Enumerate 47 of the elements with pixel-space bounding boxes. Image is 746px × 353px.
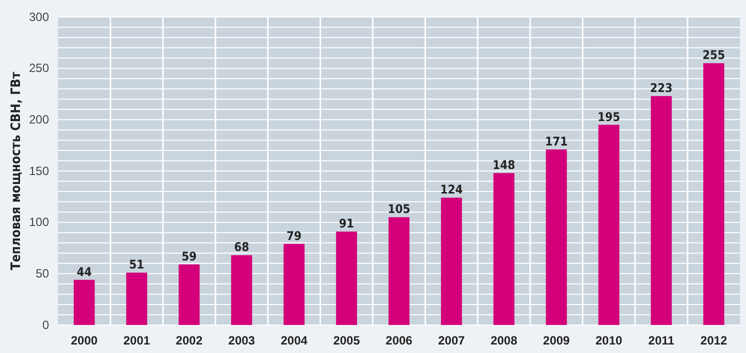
bar (231, 255, 252, 325)
x-tick-label: 2004 (280, 334, 308, 348)
y-tick-label: 200 (28, 112, 50, 127)
y-tick-label: 250 (28, 61, 50, 76)
bar (650, 96, 672, 325)
data-label: 255 (702, 48, 726, 62)
data-label: 148 (492, 158, 516, 172)
x-tick-label: 2012 (700, 334, 728, 348)
x-tick-label: 2009 (543, 334, 570, 348)
bar (74, 280, 95, 325)
bar (284, 244, 305, 325)
y-tick-label: 150 (28, 164, 50, 178)
bar (178, 264, 200, 325)
x-tick-label: 2006 (386, 334, 413, 348)
data-label: 171 (545, 134, 568, 148)
x-tick-label: 2002 (176, 334, 203, 348)
data-label: 91 (339, 216, 354, 231)
x-tick-label: 2007 (438, 334, 466, 348)
data-label: 44 (76, 264, 92, 279)
x-tick-label: 2010 (595, 334, 623, 348)
bar (440, 198, 462, 325)
data-label: 68 (234, 240, 250, 254)
y-tick-label: 300 (28, 10, 50, 24)
x-tick-label: 2008 (490, 334, 518, 348)
data-label: 124 (440, 182, 464, 197)
y-tick-label: 100 (28, 215, 50, 230)
data-label: 79 (286, 228, 302, 243)
data-label: 105 (388, 202, 410, 216)
bar (336, 232, 358, 325)
y-tick-label: 0 (42, 318, 50, 332)
x-tick-label: 2001 (123, 334, 150, 348)
data-label: 195 (598, 110, 620, 124)
bar (388, 217, 410, 325)
x-tick-label: 2003 (228, 334, 256, 348)
data-label: 59 (182, 249, 197, 264)
bar (598, 124, 620, 325)
bar (703, 63, 724, 325)
y-axis-title: Тепловая мощность СВН, ГВт (9, 72, 24, 270)
y-tick-label: 50 (36, 266, 50, 281)
bar (126, 272, 148, 325)
bar (493, 173, 514, 325)
data-label: 223 (650, 81, 673, 96)
x-tick-label: 2011 (648, 334, 675, 348)
x-tick-label: 2005 (333, 334, 360, 348)
data-label: 51 (129, 258, 144, 272)
bar (546, 149, 567, 325)
x-tick-label: 2000 (70, 334, 98, 348)
